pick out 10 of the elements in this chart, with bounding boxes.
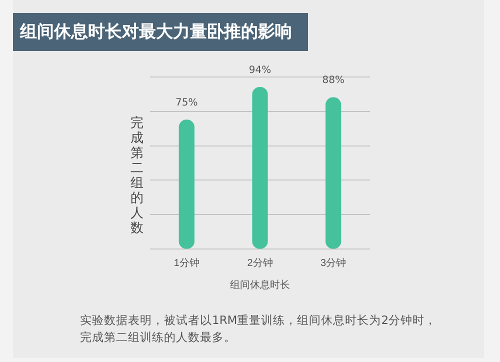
- y-axis-title: 完成第二组的人数: [130, 116, 144, 236]
- x-tick-label: 3分钟: [320, 256, 346, 269]
- x-tick-label: 2分钟: [247, 256, 273, 269]
- chart-title: 组间休息时长对最大力量卧推的影响: [13, 13, 308, 51]
- data-label: 88%: [322, 75, 344, 86]
- data-label: 94%: [248, 64, 272, 76]
- data-label: 75%: [176, 98, 198, 109]
- x-tick-label: 1分钟: [174, 256, 200, 269]
- x-axis-title: 组间休息时长: [230, 278, 290, 291]
- text: 实验数据表明，被试者以1RM重量训练，组间休息时长为2分钟时，完成第二组训练的人数最多。: [80, 312, 438, 346]
